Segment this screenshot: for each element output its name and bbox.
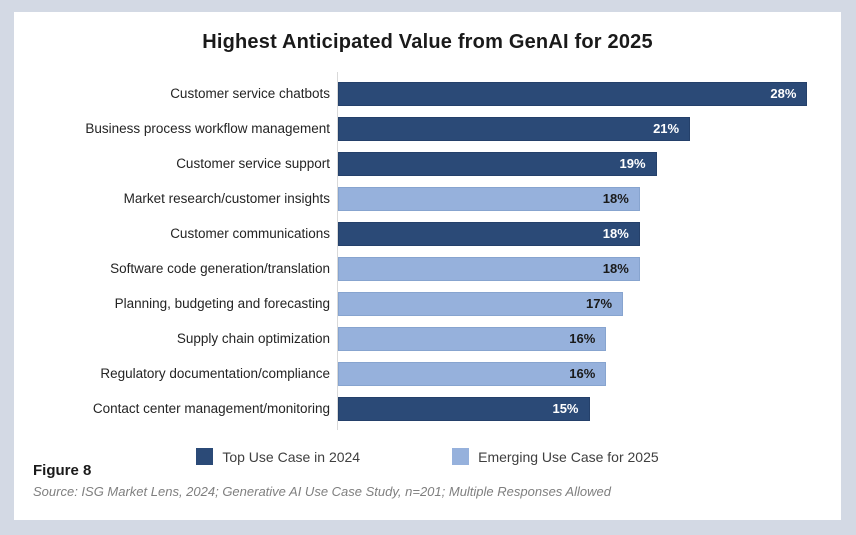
- bar-row: 16%: [338, 356, 841, 391]
- bar-emerging2025: 18%: [338, 186, 640, 211]
- bar-row: 18%: [338, 216, 841, 251]
- legend-item-emerging2025: Emerging Use Case for 2025: [452, 448, 659, 465]
- bar-emerging2025: 18%: [338, 256, 640, 281]
- figure-label: Figure 8: [33, 462, 92, 479]
- legend-swatch-icon: [196, 448, 214, 465]
- category-axis: Customer service chatbots Business proces…: [14, 72, 337, 430]
- bar-value-label: 18%: [602, 191, 629, 206]
- bar-value-label: 18%: [602, 226, 629, 241]
- bar-row: 19%: [338, 146, 841, 181]
- bar-value-label: 17%: [586, 296, 613, 311]
- legend: Top Use Case in 2024 Emerging Use Case fo…: [14, 448, 841, 465]
- category-label: Planning, budgeting and forecasting: [114, 296, 330, 311]
- category-label: Market research/customer insights: [123, 191, 330, 206]
- bar-row: 16%: [338, 321, 841, 356]
- bar-row: 15%: [338, 391, 841, 426]
- bar-value-label: 19%: [619, 156, 646, 171]
- bar-emerging2025: 16%: [338, 326, 607, 351]
- bar-row: 28%: [338, 76, 841, 111]
- bar-value-label: 16%: [569, 331, 596, 346]
- chart-card: Highest Anticipated Value from GenAI for…: [14, 12, 841, 520]
- bar-top2024: 21%: [338, 116, 691, 141]
- bar-value-label: 18%: [602, 261, 629, 276]
- legend-label: Top Use Case in 2024: [222, 448, 361, 465]
- legend-item-top2024: Top Use Case in 2024: [196, 448, 360, 465]
- bar-value-label: 16%: [569, 366, 596, 381]
- chart-title: Highest Anticipated Value from GenAI for…: [202, 31, 653, 53]
- source-note: Source: ISG Market Lens, 2024; Generativ…: [33, 484, 611, 499]
- bar-value-label: 21%: [653, 121, 680, 136]
- bar-emerging2025: 16%: [338, 361, 607, 386]
- bar-top2024: 19%: [338, 151, 657, 176]
- category-label: Business process workflow management: [85, 121, 330, 136]
- bar-row: 18%: [338, 181, 841, 216]
- bar-top2024: 15%: [338, 396, 590, 421]
- bar-row: 21%: [338, 111, 841, 146]
- bar-chart: Customer service chatbots Business proces…: [14, 72, 841, 430]
- category-label: Customer service support: [176, 156, 330, 171]
- bar-value-label: 28%: [770, 86, 797, 101]
- category-label: Customer service chatbots: [170, 86, 330, 101]
- legend-label: Emerging Use Case for 2025: [478, 448, 659, 465]
- category-label: Regulatory documentation/compliance: [100, 366, 330, 381]
- bar-value-label: 15%: [552, 401, 579, 416]
- bar-row: 17%: [338, 286, 841, 321]
- plot-area: 28% 21% 19% 18% 18% 18% 17% 16% 16% 15%: [337, 72, 841, 430]
- category-label: Software code generation/translation: [110, 261, 330, 276]
- bar-top2024: 28%: [338, 81, 808, 106]
- legend-swatch-icon: [452, 448, 470, 465]
- bar-row: 18%: [338, 251, 841, 286]
- category-label: Supply chain optimization: [176, 331, 330, 346]
- bar-emerging2025: 17%: [338, 291, 624, 316]
- category-label: Customer communications: [170, 226, 330, 241]
- category-label: Contact center management/monitoring: [92, 401, 330, 416]
- bar-top2024: 18%: [338, 221, 640, 246]
